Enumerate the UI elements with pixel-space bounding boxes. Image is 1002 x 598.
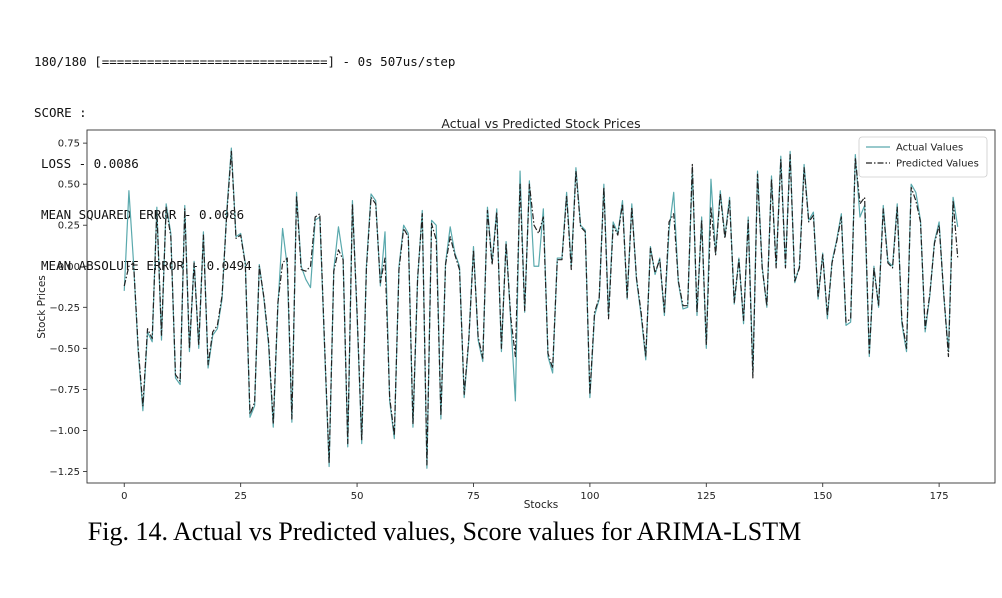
y-tick-label: 0.00 [58,262,80,273]
score-header: SCORE : [34,105,87,120]
legend: Actual Values Predicted Values [858,136,988,178]
legend-label-predicted: Predicted Values [896,159,979,170]
chart-title: Actual vs Predicted Stock Prices [441,116,640,131]
y-axis-label: Stock Prices [36,275,48,338]
y-tick-label: −1.00 [49,426,80,437]
legend-box [858,136,988,178]
y-tick-label: 0.25 [58,221,80,232]
x-axis-label: Stocks [524,499,559,511]
series-lines [123,147,959,469]
mae-line: MEAN ABSOLUTE ERROR - 0.0494 [41,258,252,273]
figure-caption: Fig. 14. Actual vs Predicted values, Sco… [87,517,802,546]
x-tick-label: 50 [351,491,364,502]
x-tick-label: 125 [697,491,716,502]
console-output: 180/180 [==============================]… [34,19,455,291]
y-tick-label: −0.25 [49,303,80,314]
line-chart: Actual vs Predicted Stock Prices Stocks … [36,116,996,511]
y-tick-label: 0.50 [58,180,80,191]
y-tick-label: −1.25 [49,467,80,478]
y-tick-label: −0.75 [49,385,80,396]
series-line-actual [123,147,959,469]
plot-frame [86,129,996,484]
x-tick-label: 150 [813,491,832,502]
progress-line: 180/180 [==============================]… [34,54,456,69]
x-tick-label: 175 [930,491,949,502]
loss-line: LOSS - 0.0086 [41,156,139,171]
y-tick-label: 0.75 [58,139,80,150]
mse-line: MEAN SQUARED ERROR - 0.0086 [41,207,245,222]
x-tick-label: 75 [467,491,480,502]
x-tick-label: 25 [234,491,247,502]
x-tick-label: 100 [580,491,599,502]
series-line-predicted [123,150,959,466]
legend-label-actual: Actual Values [896,143,963,154]
y-tick-label: −0.50 [49,344,80,355]
axis-ticks: 0 25 50 75 100 125 150 175 0.75 0.50 0.25 0.00 −0.25… [49,139,948,502]
x-tick-label: 0 [121,491,127,502]
